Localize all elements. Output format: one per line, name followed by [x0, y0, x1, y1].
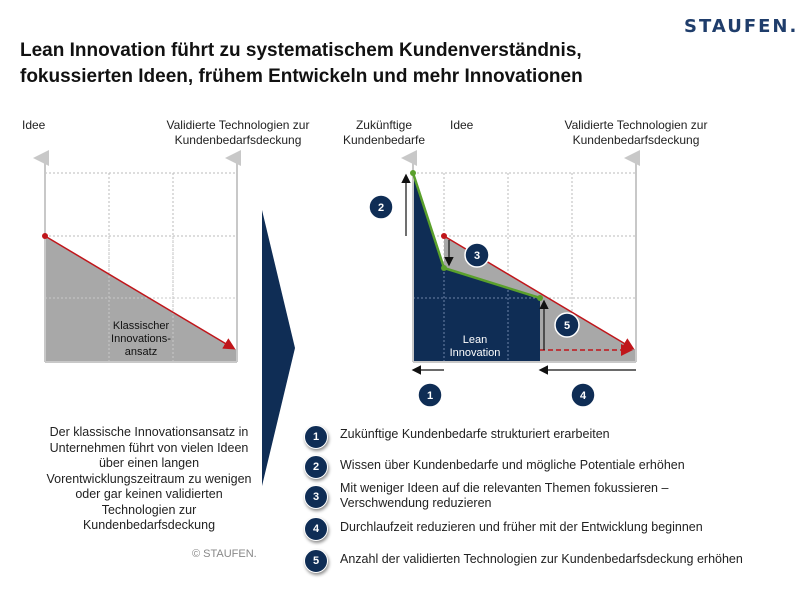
right-x-axis-label-line-1: Validierte Technologien zur	[564, 118, 708, 132]
left-x-axis-label-line-1: Validierte Technologien zur	[166, 118, 310, 132]
legend-badge-5: 5	[304, 549, 328, 573]
transition-arrow	[262, 210, 295, 486]
marker-2-label: 2	[378, 202, 384, 214]
staufen-logo: STAUFEN.	[684, 16, 799, 37]
title-line-1: Lean Innovation führt zu systematischem …	[20, 40, 582, 61]
lean-green-dot-3	[537, 295, 543, 301]
legend-badge-4: 4	[304, 517, 328, 541]
legend-item-4: 4 Durchlaufzeit reduzieren und früher mi…	[304, 515, 784, 543]
classic-area	[45, 236, 237, 362]
classic-red-line	[44, 235, 236, 350]
marker-1-label: 1	[427, 390, 433, 402]
legend-badge-2: 2	[304, 455, 328, 479]
marker-4-label: 4	[580, 390, 587, 402]
classic-area-label-line-1: Klassischer	[112, 320, 170, 332]
legend-text-3: Mit weniger Ideen auf die relevanten The…	[340, 481, 669, 510]
classic-start-dot	[42, 233, 48, 239]
page-title: Lean Innovation führt zu systematischem …	[20, 38, 720, 90]
marker-2	[368, 194, 394, 220]
classic-area-label-line-2: Innovations-	[111, 333, 171, 345]
title-line-2: fokussierten Ideen, frühem Entwickeln un…	[20, 66, 583, 87]
lean-green-dot-1	[410, 170, 416, 176]
legend-badge-1: 1	[304, 425, 328, 449]
marker-1	[417, 382, 443, 408]
classic-area-label-line-3: ansatz	[124, 346, 158, 358]
classic-area-label: Klassischer Innovations- ansatz	[100, 320, 182, 359]
lean-area-label-line-1: Lean	[462, 334, 488, 346]
legend-item-1: 1 Zukünftige Kundenbedarfe strukturiert …	[304, 423, 784, 451]
marker-3	[464, 242, 490, 268]
lean-area-label: Lean Innovation	[440, 334, 510, 360]
legend-badge-3: 3	[304, 485, 328, 509]
future-needs-label-line-1: Zukünftige	[355, 118, 413, 132]
right-x-axis-label: Validierte Technologien zur Kundenbedarf…	[548, 118, 724, 148]
legend-text-4: Durchlaufzeit reduzieren und früher mit …	[340, 520, 703, 534]
left-chart	[33, 150, 241, 363]
left-x-axis-label-line-2: Kundenbedarfsdeckung	[174, 133, 302, 147]
legend-text-1: Zukünftige Kundenbedarfe strukturiert er…	[340, 427, 610, 441]
marker-5	[554, 312, 580, 338]
legend-item-3: 3 Mit weniger Ideen auf die relevanten T…	[304, 481, 784, 515]
left-x-axis-label: Validierte Technologien zur Kundenbedarf…	[150, 118, 326, 148]
classic-description: Der klassische Innovationsansatz in Unte…	[46, 425, 252, 532]
lean-green-dot-2	[441, 265, 447, 271]
lean-area-label-line-2: Innovation	[449, 347, 501, 359]
right-y-axis-label: Idee	[450, 118, 474, 132]
right-x-axis-label-line-2: Kundenbedarfsdeckung	[572, 133, 700, 147]
legend-text-2: Wissen über Kundenbedarfe und mögliche P…	[340, 458, 685, 472]
copyright: © STAUFEN.	[192, 548, 257, 560]
legend-item-2: 2 Wissen über Kundenbedarfe und mögliche…	[304, 453, 784, 481]
legend-item-5: 5 Anzahl der validierten Technologien zu…	[304, 547, 784, 575]
legend-text-5: Anzahl der validierten Technologien zur …	[340, 552, 743, 566]
marker-4	[570, 382, 596, 408]
marker-3-label: 3	[474, 250, 480, 262]
reference-start-dot	[441, 233, 447, 239]
future-needs-label-line-2: Kundenbedarfe	[342, 133, 426, 147]
marker-5-label: 5	[564, 320, 570, 332]
future-needs-label: Zukünftige Kundenbedarfe	[334, 118, 434, 148]
left-y-axis-label: Idee	[22, 118, 46, 132]
